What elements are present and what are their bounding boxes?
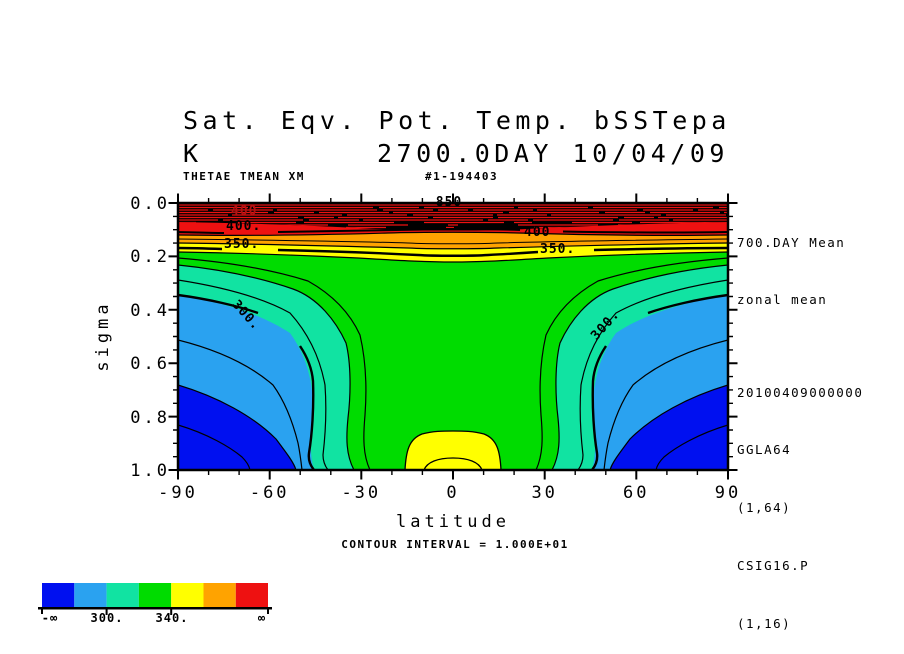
y-tick-0.6: 0.6 bbox=[130, 354, 170, 375]
y-tick-0.4: 0.4 bbox=[130, 300, 170, 321]
annotation-mean-period: 700.DAY Mean bbox=[737, 234, 846, 250]
y-tick-1.0: 1.0 bbox=[130, 461, 170, 481]
colorbar-label-infinity: ∞ bbox=[257, 611, 267, 625]
x-major-ticks-bottom bbox=[177, 470, 729, 480]
plot-title-day-date: 2700.0DAY 10/04/09 bbox=[377, 139, 729, 168]
x-minor-ticks-bottom bbox=[207, 470, 699, 475]
annotation-level-name: CSIG16.P bbox=[737, 558, 810, 574]
annotation-grid-name: GGLA64 bbox=[737, 442, 792, 458]
right-annotation-mean-block: 700.DAY Mean zonal mean bbox=[737, 194, 845, 329]
annotation-grid-dims: (1,64) bbox=[737, 500, 792, 516]
x-major-ticks-top bbox=[177, 193, 729, 203]
region-yellow-surface-dome bbox=[404, 430, 502, 470]
x-tick-60: 60 bbox=[623, 483, 650, 503]
colorbar-cell-6 bbox=[203, 583, 236, 607]
annotation-mean-type: zonal mean bbox=[737, 292, 828, 308]
subheader-field-name: THETAE TMEAN XM bbox=[183, 170, 305, 183]
contour-interval-note: CONTOUR INTERVAL = 1.000E+01 bbox=[341, 538, 569, 551]
contour-label-400-top-left: 400 bbox=[231, 204, 258, 219]
colorbar-label-neg-infinity: -∞ bbox=[41, 611, 59, 625]
contour-field bbox=[178, 203, 728, 470]
thin-contour-lines bbox=[178, 231, 728, 470]
bold-contour-lines bbox=[178, 227, 728, 470]
colorbar-ticks bbox=[41, 607, 269, 615]
colorbar bbox=[38, 583, 272, 615]
right-annotation-meta-block: 20100409000000 GGLA64 (1,64) CSIG16.P (1… bbox=[737, 344, 872, 654]
subheader-run-id: #1-194403 bbox=[425, 170, 499, 183]
y-tick-0.8: 0.8 bbox=[130, 407, 170, 428]
x-axis-label: latitude bbox=[396, 512, 510, 532]
plot-title-experiment: bSSTepa bbox=[594, 106, 731, 135]
y-minor-ticks-right bbox=[728, 215, 733, 458]
y-major-ticks-left bbox=[168, 202, 178, 471]
x-tick--30: -30 bbox=[341, 483, 382, 503]
colorbar-label-340: 340. bbox=[155, 611, 189, 625]
x-tick--90: -90 bbox=[158, 483, 198, 503]
y-major-ticks-right bbox=[728, 202, 738, 471]
y-tick-0.0: 0.0 bbox=[130, 194, 170, 214]
region-darkblue-right bbox=[610, 385, 728, 470]
contour-label-350-left: 350. bbox=[224, 237, 260, 252]
x-tick--60: -60 bbox=[249, 483, 290, 503]
annotation-timestamp: 20100409000000 bbox=[737, 384, 864, 400]
x-tick-30: 30 bbox=[531, 483, 558, 503]
x-tick-90: 90 bbox=[714, 483, 742, 503]
contour-350-surface-lens bbox=[423, 457, 483, 470]
colorbar-cell-1 bbox=[42, 583, 75, 607]
contour-label-400-right: 400 bbox=[524, 225, 551, 240]
y-minor-ticks-left bbox=[173, 215, 178, 458]
y-axis-label: sigma bbox=[93, 300, 113, 372]
colorbar-cell-2 bbox=[74, 583, 107, 607]
colorbar-cell-5 bbox=[171, 583, 204, 607]
colorbar-cell-4 bbox=[138, 583, 172, 607]
y-tick-0.2: 0.2 bbox=[130, 247, 170, 268]
contour-label-350-right: 350. bbox=[540, 242, 576, 257]
colorbar-cell-7 bbox=[235, 583, 268, 607]
contour-label-850-top-center: 850 bbox=[435, 195, 463, 210]
colorbar-label-300: 300. bbox=[90, 611, 124, 625]
plot-units: K bbox=[183, 139, 203, 168]
x-tick-0: 0 bbox=[446, 483, 460, 503]
colorbar-cell-3 bbox=[106, 583, 139, 607]
plot-title-variable: Sat. Eqv. Pot. Temp. bbox=[183, 106, 575, 135]
contour-label-400-left: 400. bbox=[226, 219, 262, 234]
region-darkblue-left bbox=[178, 385, 296, 470]
x-minor-ticks-top bbox=[207, 198, 699, 203]
annotation-level-dims: (1,16) bbox=[737, 616, 792, 632]
